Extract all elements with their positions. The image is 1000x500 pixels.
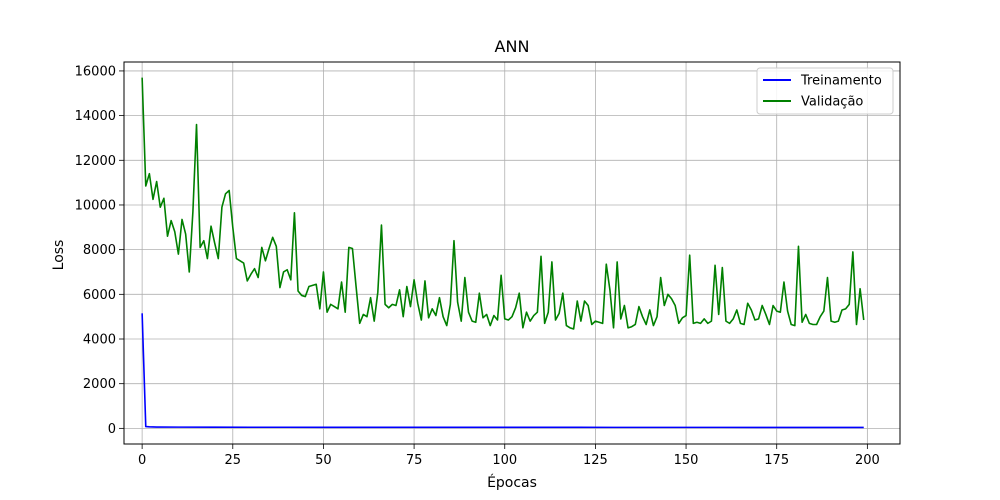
x-tick-label: 0 — [138, 453, 146, 468]
chart-title: ANN — [495, 37, 530, 56]
x-axis-label: Épocas — [487, 474, 537, 491]
y-tick-label: 16000 — [75, 64, 116, 79]
y-axis: 0 2000 4000 6000 8000 10000 12000 14000 16000 — [75, 64, 124, 437]
y-tick-label: 14000 — [75, 109, 116, 124]
x-tick-label: 75 — [406, 453, 423, 468]
x-tick-label: 25 — [225, 453, 242, 468]
grid — [124, 62, 900, 444]
series-line-validacao — [141, 77, 865, 330]
y-axis-label: Loss — [51, 240, 67, 271]
x-tick-label: 150 — [674, 453, 699, 468]
legend: Treinamento Validação — [756, 67, 894, 115]
x-tick-label: 125 — [583, 453, 608, 468]
series-layer — [141, 77, 865, 429]
series-line-treinamento — [141, 313, 864, 429]
y-tick-label: 0 — [108, 422, 116, 437]
x-tick-label: 100 — [492, 453, 517, 468]
x-tick-label: 175 — [764, 453, 789, 468]
y-tick-label: 8000 — [83, 243, 116, 258]
y-tick-label: 2000 — [83, 377, 116, 392]
y-tick-label: 6000 — [83, 288, 116, 303]
x-axis: 0 25 50 75 100 125 150 175 200 — [138, 444, 880, 468]
y-tick-label: 4000 — [83, 333, 116, 348]
y-tick-label: 10000 — [75, 198, 116, 213]
plot-frame — [123, 61, 901, 445]
x-tick-label: 50 — [315, 453, 332, 468]
x-tick-label: 200 — [855, 453, 880, 468]
legend-label: Treinamento — [800, 74, 882, 89]
y-tick-label: 12000 — [75, 154, 116, 169]
legend-label: Validação — [801, 95, 863, 110]
